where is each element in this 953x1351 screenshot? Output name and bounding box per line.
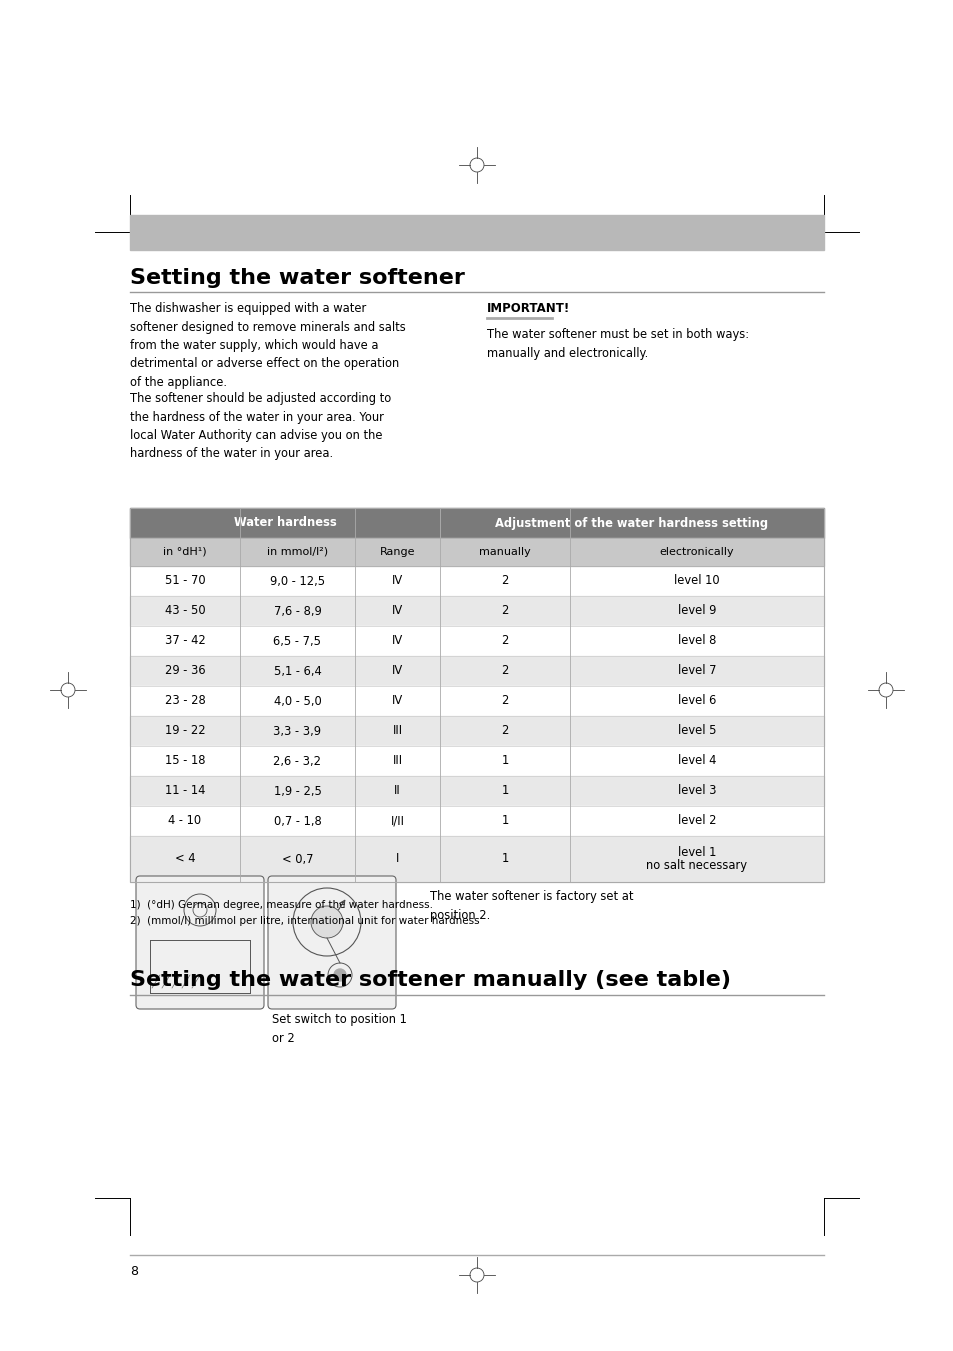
Text: 1)  (°dH) German degree, measure of the water hardness.: 1) (°dH) German degree, measure of the w… bbox=[130, 900, 433, 911]
Text: 19 - 22: 19 - 22 bbox=[165, 724, 205, 738]
Text: 2,6 - 3,2: 2,6 - 3,2 bbox=[274, 754, 321, 767]
Text: 0,7 - 1,8: 0,7 - 1,8 bbox=[274, 815, 321, 828]
Text: 11 - 14: 11 - 14 bbox=[165, 785, 205, 797]
Text: 1: 1 bbox=[501, 815, 508, 828]
Text: 2)  (mmol/l) millimol per litre, international unit for water hardness: 2) (mmol/l) millimol per litre, internat… bbox=[130, 916, 479, 925]
Text: 1: 1 bbox=[501, 785, 508, 797]
Text: level 3: level 3 bbox=[677, 785, 716, 797]
Text: level 1: level 1 bbox=[677, 846, 716, 858]
Text: IV: IV bbox=[392, 665, 403, 677]
Bar bbox=[130, 508, 823, 882]
Text: IV: IV bbox=[392, 635, 403, 647]
Text: 6,5 - 7,5: 6,5 - 7,5 bbox=[274, 635, 321, 647]
Text: level 6: level 6 bbox=[677, 694, 716, 708]
Bar bbox=[130, 508, 823, 538]
Text: level 2: level 2 bbox=[677, 815, 716, 828]
Text: 8: 8 bbox=[130, 1265, 138, 1278]
Text: 29 - 36: 29 - 36 bbox=[165, 665, 205, 677]
Text: III: III bbox=[392, 724, 402, 738]
Text: < 0,7: < 0,7 bbox=[281, 852, 313, 866]
Bar bbox=[130, 215, 823, 250]
Text: 2: 2 bbox=[500, 665, 508, 677]
Text: III: III bbox=[392, 754, 402, 767]
Text: Set switch to position 1
or 2: Set switch to position 1 or 2 bbox=[272, 1013, 406, 1044]
Text: level 5: level 5 bbox=[677, 724, 716, 738]
Text: level 7: level 7 bbox=[677, 665, 716, 677]
Text: 4,0 - 5,0: 4,0 - 5,0 bbox=[274, 694, 321, 708]
Text: 51 - 70: 51 - 70 bbox=[165, 574, 205, 588]
Text: I: I bbox=[395, 852, 398, 866]
Text: 37 - 42: 37 - 42 bbox=[165, 635, 205, 647]
Text: II: II bbox=[394, 785, 400, 797]
Text: 1,9 - 2,5: 1,9 - 2,5 bbox=[274, 785, 321, 797]
Text: 15 - 18: 15 - 18 bbox=[165, 754, 205, 767]
Text: Adjustment of the water hardness setting: Adjustment of the water hardness setting bbox=[495, 516, 768, 530]
Text: no salt necessary: no salt necessary bbox=[646, 859, 747, 873]
FancyBboxPatch shape bbox=[136, 875, 264, 1009]
Text: Water hardness: Water hardness bbox=[233, 516, 336, 530]
Text: electronically: electronically bbox=[659, 547, 734, 557]
Text: I/II: I/II bbox=[390, 815, 404, 828]
Bar bbox=[130, 566, 823, 596]
Text: level 4: level 4 bbox=[677, 754, 716, 767]
Text: 5,1 - 6,4: 5,1 - 6,4 bbox=[274, 665, 321, 677]
Text: in mmol/l²): in mmol/l²) bbox=[267, 547, 328, 557]
Text: IV: IV bbox=[392, 574, 403, 588]
Text: 1: 1 bbox=[501, 852, 508, 866]
Text: manually: manually bbox=[478, 547, 530, 557]
Text: 7,6 - 8,9: 7,6 - 8,9 bbox=[274, 604, 321, 617]
Text: 23 - 28: 23 - 28 bbox=[165, 694, 205, 708]
Text: The water softener must be set in both ways:
manually and electronically.: The water softener must be set in both w… bbox=[486, 328, 748, 359]
Text: 1: 1 bbox=[501, 754, 508, 767]
Text: 2: 2 bbox=[500, 574, 508, 588]
Text: < 4: < 4 bbox=[174, 852, 195, 866]
Circle shape bbox=[311, 907, 343, 938]
Bar bbox=[130, 746, 823, 775]
Text: level 10: level 10 bbox=[674, 574, 720, 588]
Text: 2: 2 bbox=[500, 635, 508, 647]
Text: 9,0 - 12,5: 9,0 - 12,5 bbox=[270, 574, 325, 588]
Text: The water softener is factory set at
position 2.: The water softener is factory set at pos… bbox=[430, 890, 633, 921]
Text: Setting the water softener manually (see table): Setting the water softener manually (see… bbox=[130, 970, 730, 990]
Text: IV: IV bbox=[392, 604, 403, 617]
Bar bbox=[130, 716, 823, 746]
Bar bbox=[130, 686, 823, 716]
Text: 2: 2 bbox=[500, 604, 508, 617]
Text: 2: 2 bbox=[500, 724, 508, 738]
FancyBboxPatch shape bbox=[268, 875, 395, 1009]
Bar bbox=[130, 657, 823, 686]
Text: Setting the water softener: Setting the water softener bbox=[130, 267, 464, 288]
Text: in °dH¹): in °dH¹) bbox=[163, 547, 207, 557]
Text: IV: IV bbox=[392, 694, 403, 708]
Text: The softener should be adjusted according to
the hardness of the water in your a: The softener should be adjusted accordin… bbox=[130, 392, 391, 461]
Text: The dishwasher is equipped with a water
softener designed to remove minerals and: The dishwasher is equipped with a water … bbox=[130, 303, 405, 389]
Bar bbox=[130, 596, 823, 626]
Circle shape bbox=[334, 969, 346, 981]
Text: level 9: level 9 bbox=[677, 604, 716, 617]
Bar bbox=[130, 775, 823, 807]
Text: 4 - 10: 4 - 10 bbox=[169, 815, 201, 828]
Bar bbox=[130, 807, 823, 836]
Text: 2: 2 bbox=[500, 694, 508, 708]
Bar bbox=[130, 626, 823, 657]
Text: IMPORTANT!: IMPORTANT! bbox=[486, 303, 570, 315]
Text: 3,3 - 3,9: 3,3 - 3,9 bbox=[274, 724, 321, 738]
Text: 43 - 50: 43 - 50 bbox=[165, 604, 205, 617]
Text: level 8: level 8 bbox=[677, 635, 716, 647]
Bar bbox=[130, 538, 823, 566]
Text: Range: Range bbox=[379, 547, 415, 557]
Bar bbox=[130, 836, 823, 882]
